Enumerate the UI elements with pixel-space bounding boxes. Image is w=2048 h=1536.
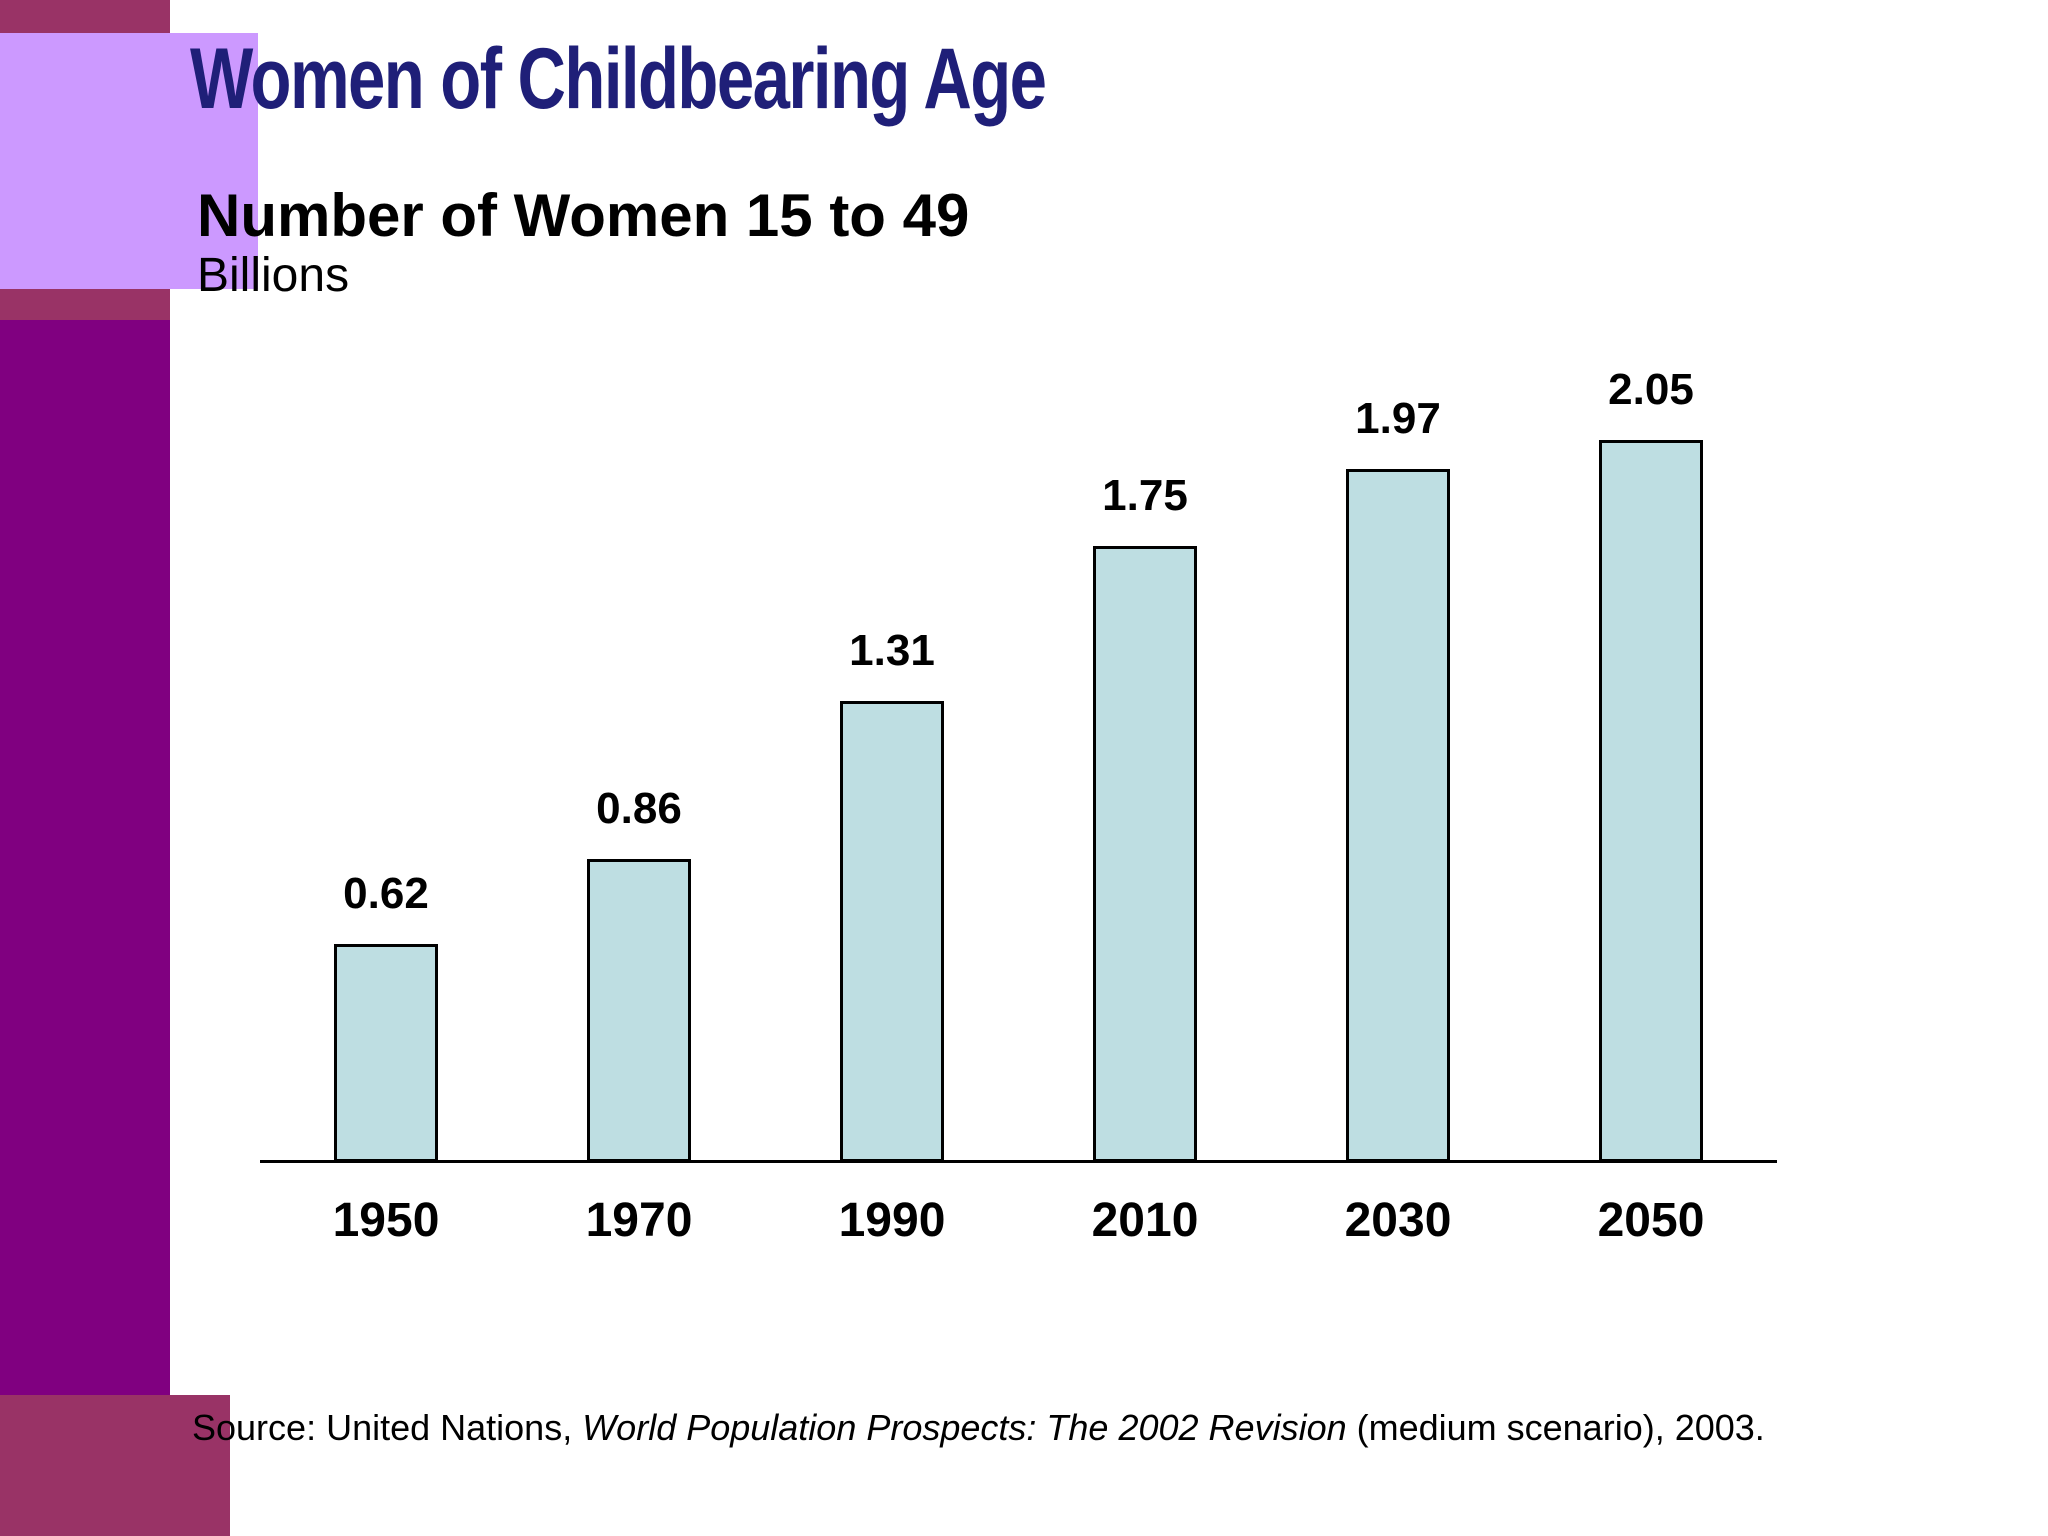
bar-1990 (840, 701, 944, 1162)
bar-value-label-1990: 1.31 (849, 626, 935, 675)
x-axis-line (260, 1160, 1777, 1163)
x-axis-label-1990: 1990 (838, 1194, 946, 1247)
bar-2030 (1346, 469, 1450, 1162)
chart-subtitle: Number of Women 15 to 49 (197, 182, 970, 249)
page-title: Women of Childbearing Age (190, 31, 1047, 127)
x-axis-label-1950: 1950 (332, 1194, 440, 1247)
source-text-prefix: Source: United Nations, (192, 1407, 583, 1448)
bar-2010 (1093, 546, 1197, 1162)
x-axis-label-2030: 2030 (1344, 1194, 1452, 1247)
source-text-suffix: (medium scenario), 2003. (1346, 1407, 1765, 1448)
x-axis-label-2050: 2050 (1597, 1194, 1705, 1247)
source-text-italic: World Population Prospects: The 2002 Rev… (582, 1407, 1347, 1448)
unit-label: Billions (197, 249, 350, 302)
bar-value-label-2010: 1.75 (1102, 471, 1188, 520)
x-axis-label-2010: 2010 (1091, 1194, 1199, 1247)
decor-top-maroon-bar (0, 0, 170, 33)
bar-2050 (1599, 440, 1703, 1162)
bar-1950 (334, 944, 438, 1162)
bar-value-label-1950: 0.62 (343, 869, 429, 918)
source-line: Source: United Nations, World Population… (192, 1406, 1765, 1449)
bar-value-label-2030: 1.97 (1355, 394, 1441, 443)
decor-bottom-maroon-bar (0, 1395, 230, 1536)
bar-value-label-1970: 0.86 (596, 784, 682, 833)
decor-purple-side-bar (0, 320, 170, 1395)
bar-1970 (587, 859, 691, 1162)
decor-lilac-square (0, 33, 258, 289)
x-axis-label-1970: 1970 (585, 1194, 693, 1247)
bar-value-label-2050: 2.05 (1608, 365, 1694, 414)
decor-middle-maroon-bar (0, 289, 170, 320)
